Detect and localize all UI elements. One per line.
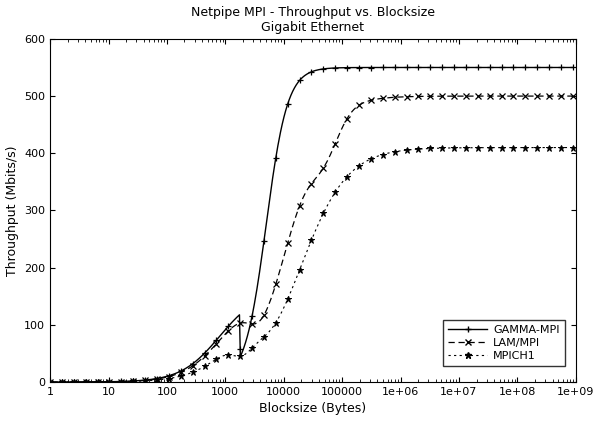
Legend: GAMMA-MPI, LAM/MPI, MPICH1: GAMMA-MPI, LAM/MPI, MPICH1 [443,320,565,366]
X-axis label: Blocksize (Bytes): Blocksize (Bytes) [259,402,367,416]
Title: Netpipe MPI - Throughput vs. Blocksize
Gigabit Ethernet: Netpipe MPI - Throughput vs. Blocksize G… [191,5,435,34]
Y-axis label: Throughput (Mbits/s): Throughput (Mbits/s) [5,145,19,276]
